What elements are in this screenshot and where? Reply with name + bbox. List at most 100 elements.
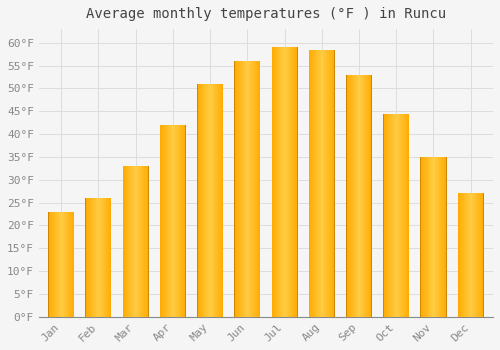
Bar xyxy=(409,113,410,317)
Bar xyxy=(468,194,469,317)
Bar xyxy=(385,113,386,317)
Bar xyxy=(198,84,199,317)
Bar xyxy=(87,198,88,317)
Bar xyxy=(325,50,326,317)
Bar xyxy=(208,84,209,317)
Bar xyxy=(185,125,186,317)
Bar xyxy=(405,113,406,317)
Bar xyxy=(334,50,335,317)
Bar xyxy=(355,75,356,317)
Bar xyxy=(243,61,244,317)
Bar xyxy=(133,166,134,317)
Bar xyxy=(60,212,61,317)
Bar xyxy=(473,194,474,317)
Bar xyxy=(167,125,168,317)
Bar xyxy=(483,194,484,317)
Bar xyxy=(234,61,235,317)
Bar xyxy=(161,125,162,317)
Bar xyxy=(93,198,94,317)
Bar xyxy=(354,75,355,317)
Bar xyxy=(362,75,363,317)
Bar xyxy=(51,212,52,317)
Bar xyxy=(351,75,352,317)
Bar xyxy=(137,166,138,317)
Bar xyxy=(111,198,112,317)
Bar xyxy=(280,47,281,317)
Bar xyxy=(425,157,426,317)
Bar xyxy=(439,157,440,317)
Bar xyxy=(55,212,56,317)
Bar xyxy=(272,47,273,317)
Bar xyxy=(88,198,89,317)
Bar xyxy=(202,84,203,317)
Bar xyxy=(469,194,470,317)
Bar xyxy=(475,194,476,317)
Bar xyxy=(459,194,460,317)
Bar xyxy=(247,61,248,317)
Bar xyxy=(54,212,55,317)
Bar xyxy=(330,50,331,317)
Bar xyxy=(433,157,434,317)
Bar xyxy=(442,157,443,317)
Bar xyxy=(477,194,478,317)
Bar xyxy=(97,198,98,317)
Bar xyxy=(427,157,428,317)
Bar xyxy=(294,47,295,317)
Bar xyxy=(98,198,99,317)
Bar xyxy=(168,125,169,317)
Bar xyxy=(57,212,58,317)
Bar xyxy=(422,157,423,317)
Bar xyxy=(101,198,102,317)
Bar xyxy=(175,125,176,317)
Bar xyxy=(369,75,370,317)
Bar xyxy=(436,157,437,317)
Bar xyxy=(64,212,65,317)
Bar xyxy=(297,47,298,317)
Bar xyxy=(476,194,477,317)
Bar xyxy=(273,47,274,317)
Bar xyxy=(126,166,127,317)
Bar xyxy=(312,50,313,317)
Bar xyxy=(108,198,109,317)
Bar xyxy=(276,47,277,317)
Bar xyxy=(90,198,91,317)
Bar xyxy=(317,50,318,317)
Bar xyxy=(100,198,101,317)
Bar xyxy=(72,212,73,317)
Bar xyxy=(333,50,334,317)
Title: Average monthly temperatures (°F ) in Runcu: Average monthly temperatures (°F ) in Ru… xyxy=(86,7,446,21)
Bar xyxy=(282,47,283,317)
Bar xyxy=(426,157,427,317)
Bar xyxy=(135,166,136,317)
Bar xyxy=(218,84,219,317)
Bar xyxy=(138,166,140,317)
Bar xyxy=(292,47,293,317)
Bar xyxy=(291,47,292,317)
Bar xyxy=(215,84,216,317)
Bar xyxy=(109,198,110,317)
Bar xyxy=(445,157,446,317)
Bar xyxy=(180,125,181,317)
Bar xyxy=(421,157,422,317)
Bar xyxy=(127,166,128,317)
Bar xyxy=(350,75,351,317)
Bar xyxy=(222,84,223,317)
Bar xyxy=(73,212,74,317)
Bar xyxy=(289,47,290,317)
Bar xyxy=(246,61,247,317)
Bar xyxy=(320,50,322,317)
Bar xyxy=(49,212,50,317)
Bar xyxy=(479,194,480,317)
Bar xyxy=(199,84,200,317)
Bar xyxy=(394,113,395,317)
Bar xyxy=(132,166,133,317)
Bar xyxy=(435,157,436,317)
Bar xyxy=(105,198,106,317)
Bar xyxy=(360,75,361,317)
Bar xyxy=(293,47,294,317)
Bar xyxy=(200,84,201,317)
Bar xyxy=(383,113,384,317)
Bar xyxy=(334,50,335,317)
Bar xyxy=(295,47,296,317)
Bar xyxy=(107,198,108,317)
